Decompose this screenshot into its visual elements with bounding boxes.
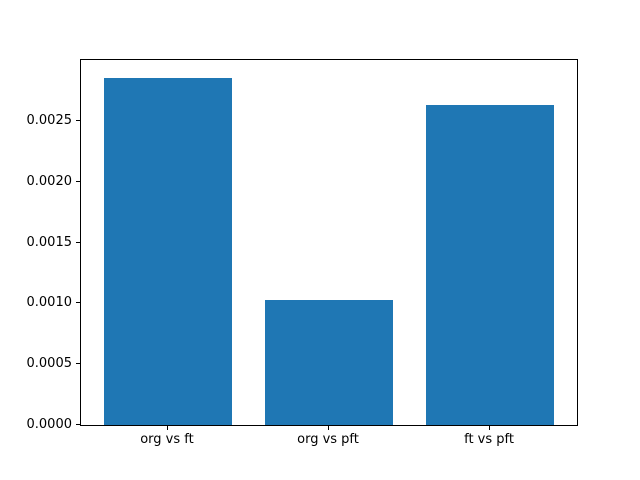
y-tick-label: 0.0015 xyxy=(26,234,73,250)
y-tick-label: 0.0025 xyxy=(26,112,73,128)
x-tick-label: ft vs pft xyxy=(464,432,514,447)
y-tick-label: 0.0010 xyxy=(26,295,73,311)
y-tick-label: 0.0020 xyxy=(26,173,73,189)
y-tick-mark xyxy=(76,302,80,304)
bar-org-vs-ft xyxy=(103,77,233,425)
y-tick-mark xyxy=(76,424,80,425)
y-tick-mark xyxy=(76,119,80,121)
bar-ft-vs-pft xyxy=(425,104,555,425)
y-tick-mark xyxy=(76,180,80,182)
x-tick-mark xyxy=(489,426,491,430)
y-tick-mark xyxy=(76,241,80,243)
y-tick-label: 0.0005 xyxy=(26,356,73,372)
x-tick-label: org vs ft xyxy=(140,432,194,447)
y-tick-mark xyxy=(76,363,80,365)
plot-area xyxy=(80,59,578,426)
x-tick-mark xyxy=(166,426,168,430)
bar-org-vs-pft xyxy=(264,300,394,425)
y-tick-label: 0.0000 xyxy=(26,417,73,432)
x-tick-label: org vs pft xyxy=(297,432,359,447)
x-tick-mark xyxy=(328,426,329,430)
